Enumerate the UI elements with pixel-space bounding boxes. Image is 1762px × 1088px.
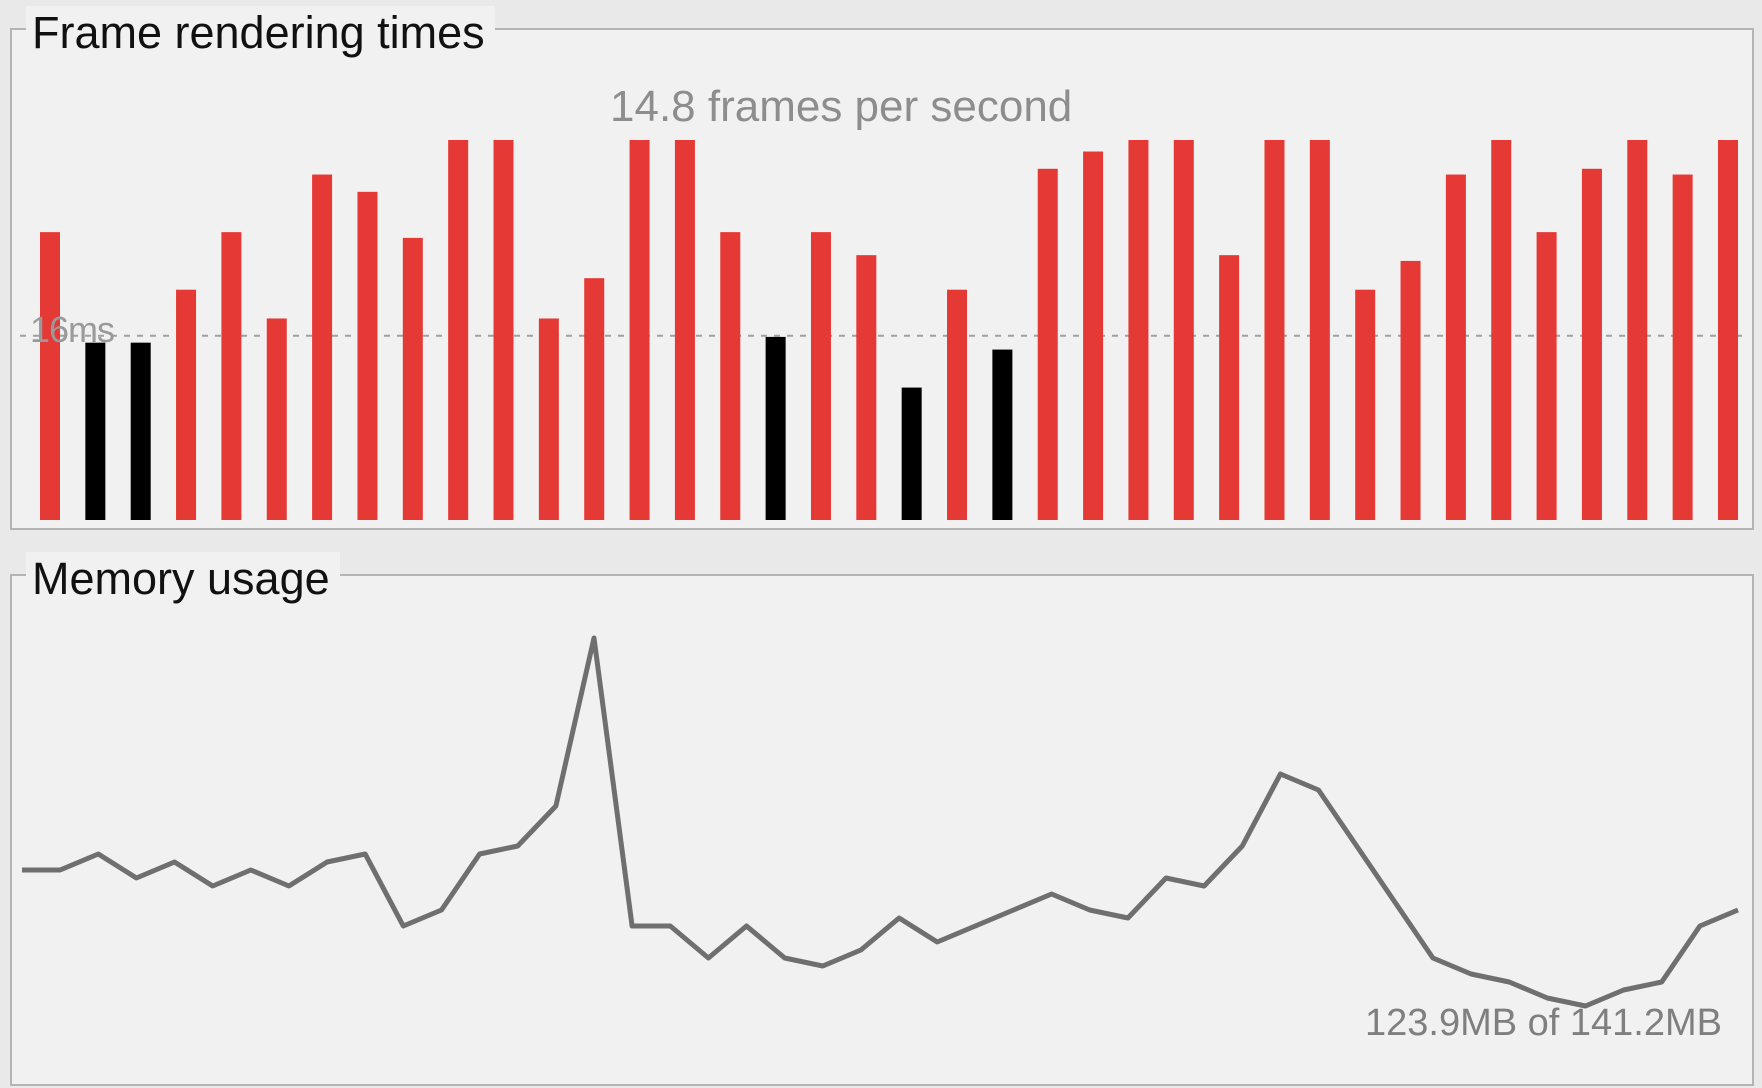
frame-bar bbox=[1083, 151, 1104, 521]
frame-bar bbox=[629, 140, 650, 520]
frame-bar bbox=[312, 174, 333, 520]
frame-bar bbox=[584, 278, 605, 520]
frame-bar bbox=[1128, 140, 1149, 520]
memory-usage-panel bbox=[10, 574, 1754, 1086]
frame-bar bbox=[856, 255, 877, 520]
frame-bar bbox=[1581, 168, 1602, 520]
frame-bar bbox=[266, 318, 287, 520]
frame-bar bbox=[1309, 140, 1330, 520]
frame-bar bbox=[357, 191, 378, 520]
frame-bar bbox=[947, 289, 968, 520]
frame-bar bbox=[448, 140, 469, 520]
memory-usage-title: Memory usage bbox=[26, 552, 340, 606]
frame-bar bbox=[538, 318, 559, 520]
memory-usage-readout: 123.9MB of 141.2MB bbox=[1365, 1002, 1722, 1044]
frame-bar bbox=[1718, 140, 1738, 520]
frame-bar bbox=[1219, 255, 1240, 520]
frame-bar bbox=[720, 232, 741, 520]
frame-bar bbox=[1264, 140, 1285, 520]
frame-bar bbox=[493, 140, 514, 520]
frame-bar bbox=[130, 342, 151, 520]
memory-usage-line bbox=[22, 635, 1739, 1009]
frame-bar bbox=[40, 232, 60, 520]
memory-usage-chart bbox=[22, 635, 1739, 1009]
frame-bar bbox=[765, 336, 786, 520]
frame-bar bbox=[1173, 140, 1194, 520]
frame-bar bbox=[1400, 260, 1421, 520]
frame-bar bbox=[176, 289, 197, 520]
frame-bar bbox=[1355, 289, 1376, 520]
frame-bar bbox=[1672, 174, 1693, 520]
frame-bar bbox=[810, 232, 831, 520]
frame-bar bbox=[1037, 168, 1058, 520]
frame-bar bbox=[992, 349, 1013, 520]
frame-bar bbox=[1627, 140, 1648, 520]
frame-bar bbox=[1445, 174, 1466, 520]
frame-bar bbox=[1536, 232, 1557, 520]
frame-bar bbox=[221, 232, 242, 520]
fps-readout: 14.8 frames per second bbox=[610, 82, 1073, 131]
frame-rendering-chart bbox=[20, 140, 1744, 521]
threshold-label: 16ms bbox=[30, 309, 115, 350]
frame-bar bbox=[901, 387, 922, 520]
frame-bar bbox=[85, 342, 106, 520]
frame-bar bbox=[1491, 140, 1512, 520]
frame-rendering-title: Frame rendering times bbox=[26, 6, 495, 60]
frame-bar bbox=[674, 140, 695, 520]
frame-bar bbox=[402, 237, 423, 520]
